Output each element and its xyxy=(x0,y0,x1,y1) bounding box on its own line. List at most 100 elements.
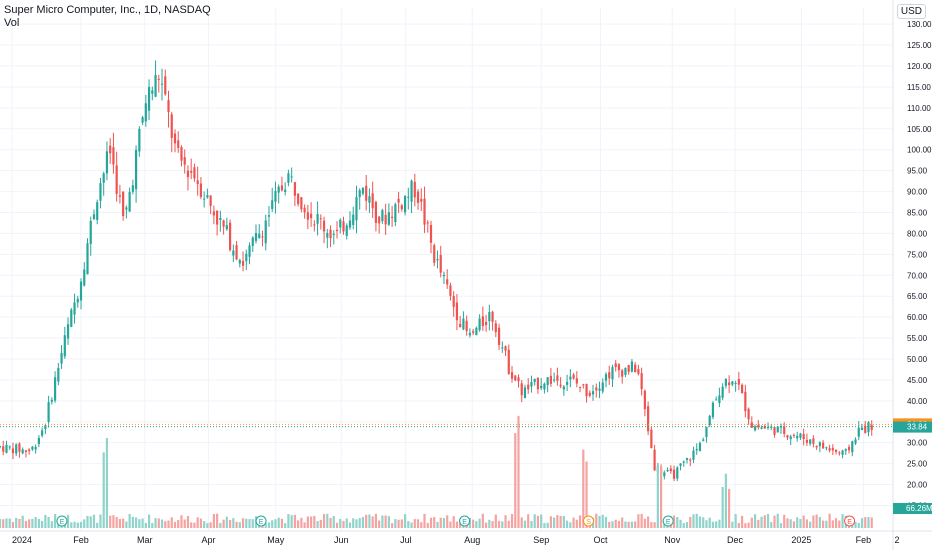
earnings-event-icon[interactable] xyxy=(662,515,674,527)
volume-bar xyxy=(436,521,439,528)
volume-bar xyxy=(235,521,238,528)
candle-body xyxy=(274,190,277,202)
candle-body xyxy=(92,214,96,220)
volume-bar xyxy=(209,522,212,528)
candle-body xyxy=(549,375,553,384)
volume-bar xyxy=(122,518,125,528)
candle-body xyxy=(455,302,459,321)
volume-bar xyxy=(763,515,766,528)
candle-body xyxy=(352,214,355,225)
candle-body xyxy=(540,385,543,389)
time-axis-tick-label: 2024 xyxy=(12,535,32,545)
candle-body xyxy=(763,426,766,429)
candle-body xyxy=(50,399,53,402)
volume-bar xyxy=(468,517,471,528)
candle-body xyxy=(261,236,264,238)
event-marker-letter: E xyxy=(462,519,467,526)
candle-body xyxy=(559,384,562,387)
candle-body xyxy=(766,426,770,428)
last-price-badge[interactable] xyxy=(893,421,932,433)
volume-bar xyxy=(183,519,186,528)
volume-bar xyxy=(783,514,786,528)
volume-bar xyxy=(737,522,740,528)
volume-bar xyxy=(316,521,319,528)
candle-body xyxy=(860,427,864,431)
volume-bar xyxy=(747,522,750,528)
candle-body xyxy=(630,361,634,372)
candle-body xyxy=(857,427,860,437)
candle-body xyxy=(523,387,527,399)
candle-body xyxy=(258,233,261,239)
volume-bar xyxy=(206,523,209,528)
volume-legend-label[interactable]: Vol xyxy=(4,17,20,29)
candle-body xyxy=(504,346,507,351)
candle-body xyxy=(76,298,79,303)
candle-body xyxy=(452,295,455,307)
candle-body xyxy=(293,182,296,196)
candle-body xyxy=(173,133,177,144)
earnings-event-icon[interactable] xyxy=(255,515,267,527)
candle-body xyxy=(284,189,287,192)
volume-bar xyxy=(355,519,358,528)
volume-bar xyxy=(374,513,378,528)
candle-body xyxy=(578,386,582,388)
candle-body xyxy=(37,437,40,445)
volume-bar xyxy=(523,520,527,528)
volume-bar xyxy=(358,518,361,528)
candle-body xyxy=(459,323,462,328)
volume-bar xyxy=(47,517,50,528)
earnings-event-icon[interactable] xyxy=(56,515,68,527)
volume-bar xyxy=(484,522,488,528)
earnings-event-icon[interactable] xyxy=(459,515,471,527)
volume-bar xyxy=(222,519,225,528)
volume-bar xyxy=(329,517,332,528)
candle-body xyxy=(47,402,50,422)
candle-body xyxy=(400,205,403,210)
currency-selector[interactable]: USD xyxy=(896,4,926,19)
candle-body xyxy=(562,386,565,390)
volume-bar xyxy=(157,518,160,528)
candle-body xyxy=(847,446,851,451)
volume-bar xyxy=(413,519,416,528)
event-marker-letter: E xyxy=(666,519,671,526)
volume-bar xyxy=(864,517,867,528)
candle-body xyxy=(141,117,144,123)
volume-bar xyxy=(322,514,326,528)
volume-bar xyxy=(540,514,543,528)
candle-body xyxy=(747,408,750,420)
volume-bar xyxy=(112,515,115,528)
volume-bar xyxy=(397,519,400,528)
candle-body xyxy=(209,195,212,206)
earnings-event-icon[interactable] xyxy=(844,515,856,527)
volume-bar xyxy=(598,515,601,528)
candle-body xyxy=(391,216,394,219)
volume-value-badge[interactable] xyxy=(893,503,932,514)
volume-bar xyxy=(679,519,682,528)
candle-body xyxy=(591,391,595,395)
candle-body xyxy=(436,259,439,261)
volume-bar xyxy=(611,521,614,528)
candle-body xyxy=(669,468,672,472)
candle-body xyxy=(514,375,517,381)
volume-bar xyxy=(0,518,2,528)
candle-body xyxy=(676,467,679,479)
candle-body xyxy=(248,245,251,257)
volume-bar xyxy=(147,514,151,528)
volume-bar xyxy=(190,522,193,528)
candle-body xyxy=(757,425,760,428)
volume-bar xyxy=(319,519,322,528)
volume-bar xyxy=(368,514,371,528)
price-axis-tick-label: 120.00 xyxy=(907,62,932,71)
candle-body xyxy=(271,200,274,209)
chart-symbol-title[interactable]: Super Micro Computer, Inc., 1D, NASDAQ xyxy=(4,4,211,16)
volume-bar xyxy=(73,521,76,528)
volume-bar xyxy=(439,517,442,528)
volume-bar xyxy=(423,513,426,528)
volume-bar xyxy=(702,517,705,528)
candle-body xyxy=(527,384,530,390)
candle-body xyxy=(484,321,488,326)
volume-bar xyxy=(750,517,753,528)
split-event-icon[interactable] xyxy=(583,515,595,527)
